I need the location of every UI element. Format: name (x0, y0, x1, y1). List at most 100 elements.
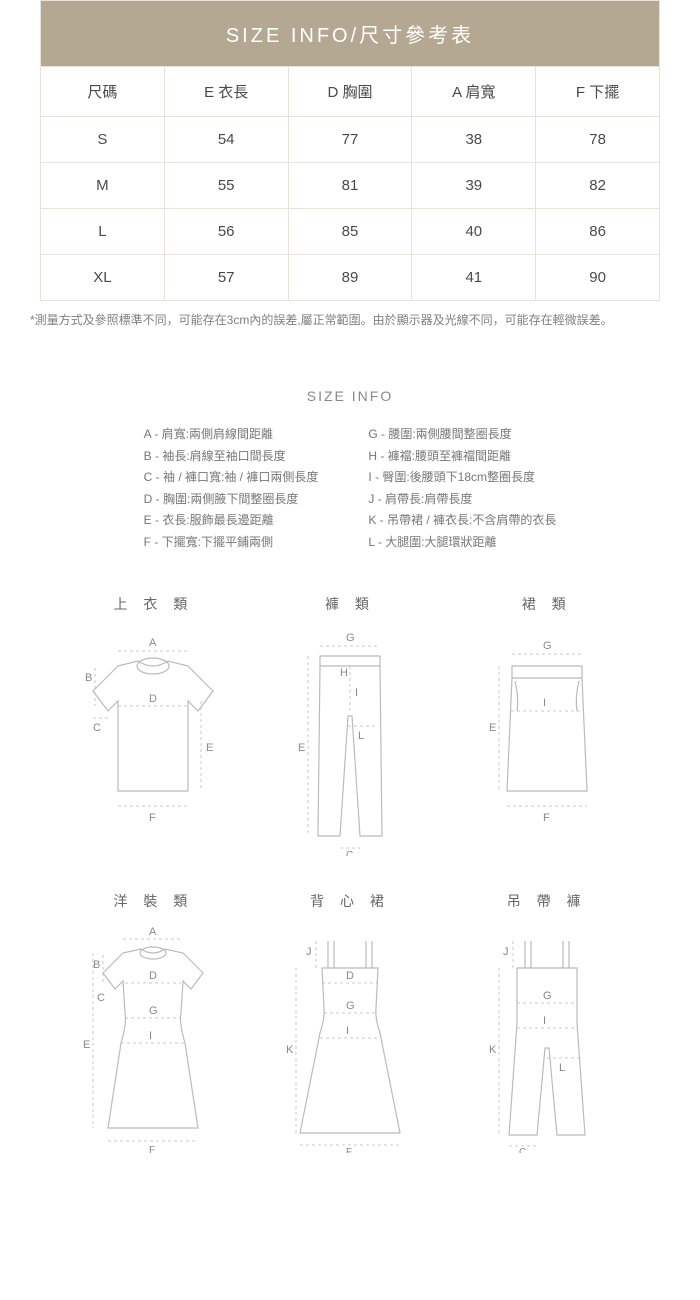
legend-item: E - 衣長:服飾最長邊距離 (144, 510, 319, 532)
cell: L (41, 209, 165, 255)
svg-text:A: A (149, 926, 157, 938)
table-row: L 56 85 40 86 (41, 209, 660, 255)
svg-text:J: J (503, 946, 509, 958)
cell: 40 (412, 209, 536, 255)
svg-text:C: C (346, 850, 353, 856)
legend-item: B - 袖長:肩線至袖口間長度 (144, 446, 319, 468)
svg-text:E: E (489, 722, 496, 734)
cell: 77 (288, 117, 412, 163)
svg-text:G: G (346, 1000, 355, 1012)
svg-text:F: F (543, 812, 550, 824)
legend-item: F - 下擺寬:下擺平鋪兩側 (144, 532, 319, 554)
legend-item: D - 胸圍:兩側腋下間整圈長度 (144, 489, 319, 511)
legend: A - 肩寬:兩側肩線間距離 B - 袖長:肩線至袖口間長度 C - 袖 / 褲… (40, 424, 660, 554)
svg-text:F: F (346, 1147, 352, 1153)
legend-item: J - 肩帶長:肩帶長度 (368, 489, 556, 511)
size-table: SIZE INFO/尺寸參考表 尺碼 E 衣長 D 胸圍 A 肩寬 F 下擺 S… (40, 0, 660, 301)
disclaimer-text: *測量方式及參照標準不同，可能存在3cm內的誤差,屬正常範圍。由於顯示器及光線不… (0, 301, 700, 358)
pants-icon: G H I L E C (260, 626, 440, 856)
table-header-row: 尺碼 E 衣長 D 胸圍 A 肩寬 F 下擺 (41, 67, 660, 117)
svg-text:C: C (519, 1147, 526, 1153)
svg-text:G: G (543, 640, 552, 652)
svg-text:E: E (298, 742, 305, 754)
cell: 82 (536, 163, 660, 209)
svg-text:J: J (306, 946, 312, 958)
svg-text:I: I (543, 1015, 546, 1027)
info-title: SIZE INFO (40, 388, 660, 404)
svg-text:F: F (149, 1145, 155, 1153)
legend-item: C - 袖 / 褲口寬:袖 / 褲口兩側長度 (144, 467, 319, 489)
table-row: XL 57 89 41 90 (41, 255, 660, 301)
cell: 81 (288, 163, 412, 209)
svg-text:K: K (286, 1044, 294, 1056)
svg-text:B: B (85, 672, 92, 684)
svg-text:D: D (149, 693, 157, 705)
legend-item: A - 肩寬:兩側肩線間距離 (144, 424, 319, 446)
svg-text:B: B (93, 959, 100, 971)
svg-text:E: E (206, 742, 213, 754)
svg-text:I: I (355, 687, 358, 699)
col-header: F 下擺 (536, 67, 660, 117)
col-header: E 衣長 (164, 67, 288, 117)
svg-text:L: L (559, 1062, 565, 1074)
cell: 85 (288, 209, 412, 255)
svg-text:I: I (543, 697, 546, 709)
svg-text:G: G (149, 1005, 158, 1017)
legend-item: H - 褲襠:腰頭至褲襠間距離 (368, 446, 556, 468)
cell: 86 (536, 209, 660, 255)
cell: 56 (164, 209, 288, 255)
cell: 55 (164, 163, 288, 209)
top-icon: A B C D E F (63, 626, 243, 856)
table-row: M 55 81 39 82 (41, 163, 660, 209)
cell: 39 (412, 163, 536, 209)
legend-item: G - 腰圍:兩側腰間整圈長度 (368, 424, 556, 446)
dress-icon: A B C D G I E F (63, 923, 243, 1153)
diagram-title: 上 衣 類 (60, 594, 247, 614)
legend-right: G - 腰圍:兩側腰間整圈長度 H - 褲襠:腰頭至褲襠間距離 I - 臀圍:後… (368, 424, 556, 554)
diagram-title: 褲 類 (257, 594, 444, 614)
cell: 90 (536, 255, 660, 301)
svg-text:D: D (149, 970, 157, 982)
legend-item: L - 大腿圍:大腿環狀距離 (368, 532, 556, 554)
svg-text:F: F (149, 812, 156, 824)
diagram-title: 裙 類 (453, 594, 640, 614)
skirt-icon: G I E F (457, 626, 637, 856)
svg-text:C: C (93, 722, 101, 734)
diagram-title: 背 心 裙 (257, 891, 444, 911)
svg-text:D: D (346, 970, 354, 982)
legend-item: K - 吊帶裙 / 褲衣長:不含肩帶的衣長 (368, 510, 556, 532)
legend-left: A - 肩寬:兩側肩線間距離 B - 袖長:肩線至袖口間長度 C - 袖 / 褲… (144, 424, 319, 554)
svg-text:K: K (489, 1044, 497, 1056)
col-header: D 胸圍 (288, 67, 412, 117)
table-title: SIZE INFO/尺寸參考表 (41, 1, 660, 67)
legend-item: I - 臀圍:後腰頭下18cm整圈長度 (368, 467, 556, 489)
diagram-top: 上 衣 類 A B C D E (60, 594, 247, 861)
cell: 41 (412, 255, 536, 301)
cell: XL (41, 255, 165, 301)
diagram-camidress: 背 心 裙 J D G I K F (257, 891, 444, 1158)
col-header: A 肩寬 (412, 67, 536, 117)
info-section: SIZE INFO A - 肩寬:兩側肩線間距離 B - 袖長:肩線至袖口間長度… (40, 388, 660, 1198)
svg-text:H: H (340, 667, 348, 679)
svg-text:L: L (358, 730, 364, 742)
cell: 78 (536, 117, 660, 163)
diagram-grid: 上 衣 類 A B C D E (40, 594, 660, 1198)
overalls-icon: J G I L K C (457, 923, 637, 1153)
svg-text:C: C (97, 992, 105, 1004)
cell: 54 (164, 117, 288, 163)
cell: 38 (412, 117, 536, 163)
diagram-dress: 洋 裝 類 A B C D G I E F (60, 891, 247, 1158)
diagram-title: 吊 帶 褲 (453, 891, 640, 911)
diagram-skirt: 裙 類 G I E F (453, 594, 640, 861)
svg-text:I: I (346, 1025, 349, 1037)
camidress-icon: J D G I K F (260, 923, 440, 1153)
diagram-title: 洋 裝 類 (60, 891, 247, 911)
col-header: 尺碼 (41, 67, 165, 117)
diagram-overalls: 吊 帶 褲 J G I L K C (453, 891, 640, 1158)
cell: 89 (288, 255, 412, 301)
svg-text:E: E (83, 1039, 90, 1051)
table-row: S 54 77 38 78 (41, 117, 660, 163)
cell: 57 (164, 255, 288, 301)
svg-text:I: I (149, 1030, 152, 1042)
svg-text:A: A (149, 637, 157, 649)
